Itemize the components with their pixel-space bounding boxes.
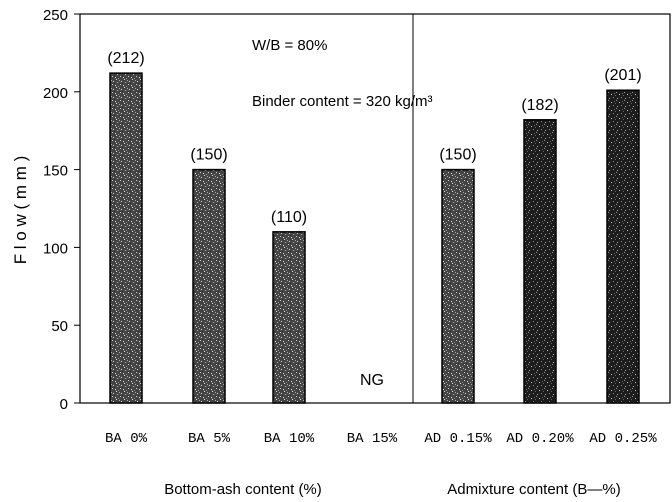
y-tick-label: 100 bbox=[43, 240, 68, 257]
bar-value-label: (110) bbox=[271, 209, 307, 226]
y-tick-label: 50 bbox=[51, 318, 68, 335]
bars bbox=[109, 72, 640, 404]
bar-value-label: (182) bbox=[521, 97, 558, 114]
bar-labels: (212) (150) (110) NG (150) (182) (201) bbox=[107, 50, 641, 389]
x-tick-label: BA 15% bbox=[347, 431, 398, 447]
x-tick-label: AD 0.20% bbox=[506, 431, 574, 447]
y-tick-label: 0 bbox=[60, 396, 68, 413]
y-axis: 0 50 100 150 200 250 bbox=[43, 7, 80, 413]
bar bbox=[606, 89, 640, 404]
annotation-binder: Binder content = 320 kg/m³ bbox=[252, 93, 433, 110]
group-label-admixture: Admixture content (B—%) bbox=[447, 481, 620, 498]
bar bbox=[272, 231, 306, 404]
y-axis-title: F l o w ( m m ) bbox=[11, 156, 30, 265]
bar bbox=[523, 119, 557, 404]
group-label-bottom-ash: Bottom-ash content (%) bbox=[164, 481, 322, 498]
bar bbox=[441, 168, 475, 404]
x-tick-label: BA 5% bbox=[188, 431, 231, 447]
bar bbox=[192, 168, 226, 404]
x-tick-label: AD 0.15% bbox=[424, 431, 492, 447]
bar-value-label: (201) bbox=[604, 67, 641, 84]
x-tick-label: BA 0% bbox=[105, 431, 148, 447]
annotation-wb: W/B = 80% bbox=[252, 37, 327, 54]
bar bbox=[109, 72, 143, 404]
bar-value-label: NG bbox=[360, 372, 384, 389]
plot-frame bbox=[79, 13, 671, 404]
y-tick-label: 150 bbox=[43, 163, 68, 180]
y-tick-label: 200 bbox=[43, 85, 68, 102]
bar-value-label: (150) bbox=[190, 147, 227, 164]
x-tick-label: BA 10% bbox=[264, 431, 315, 447]
bar-value-label: (212) bbox=[107, 50, 144, 67]
x-tick-labels: BA 0% BA 5% BA 10% BA 15% AD 0.15% AD 0.20% AD… bbox=[105, 431, 657, 447]
bar-value-label: (150) bbox=[439, 147, 476, 164]
x-tick-label: AD 0.25% bbox=[589, 431, 657, 447]
y-tick-label: 250 bbox=[43, 7, 68, 24]
